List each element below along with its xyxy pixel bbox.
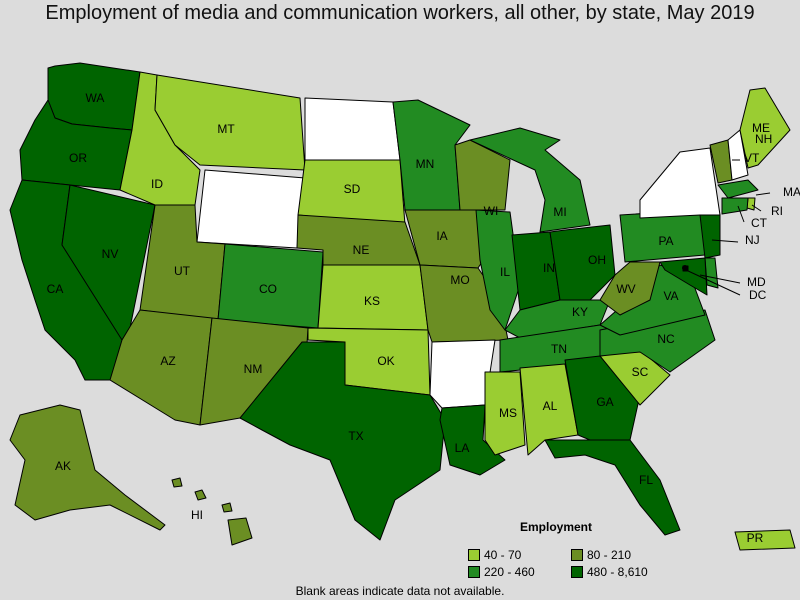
state-label-ma: MA: [783, 185, 800, 199]
state-label-al: AL: [543, 399, 558, 413]
state-ak: [9, 404, 166, 531]
state-nd: [304, 97, 401, 161]
state-label-mt: MT: [217, 122, 235, 136]
state-nh: [727, 129, 749, 181]
state-label-dc: DC: [749, 288, 767, 302]
state-label-sc: SC: [632, 365, 649, 379]
state-label-mn: MN: [416, 157, 435, 171]
state-ct: [721, 197, 749, 215]
legend-item: 480 - 8,610: [571, 565, 671, 579]
dc-marker: [682, 265, 688, 271]
state-label-fl: FL: [639, 473, 653, 487]
state-label-ne: NE: [353, 243, 370, 257]
label-leader-line: [751, 204, 762, 212]
state-label-nc: NC: [657, 332, 675, 346]
state-label-vt: VT: [744, 151, 760, 165]
state-label-ks: KS: [364, 294, 380, 308]
legend-swatch-1: [468, 549, 480, 561]
state-label-ut: UT: [174, 264, 191, 278]
state-label-pa: PA: [658, 234, 673, 248]
state-label-wi: WI: [484, 204, 499, 218]
state-al: [519, 363, 579, 456]
state-label-nh: NH: [755, 132, 772, 146]
state-label-co: CO: [259, 282, 277, 296]
state-wy: [196, 169, 306, 249]
legend-label: 40 - 70: [484, 548, 522, 562]
state-label-il: IL: [500, 265, 510, 279]
legend-swatch-2: [571, 549, 583, 561]
legend-label: 80 - 210: [587, 548, 632, 562]
state-hi: [171, 477, 253, 546]
state-label-mi: MI: [553, 205, 566, 219]
legend-label: 480 - 8,610: [587, 565, 648, 579]
state-label-ri: RI: [771, 204, 783, 218]
state-label-ia: IA: [436, 229, 447, 243]
state-nj: [699, 214, 721, 259]
label-leader-line: [699, 274, 741, 284]
state-label-ca: CA: [47, 282, 64, 296]
legend-swatch-3: [468, 566, 480, 578]
map-title: Employment of media and communication wo…: [45, 2, 755, 24]
state-label-ok: OK: [377, 354, 394, 368]
state-ma: [717, 179, 759, 199]
state-label-in: IN: [543, 261, 555, 275]
state-label-md: MD: [747, 275, 766, 289]
state-fl: [544, 439, 681, 536]
state-label-id: ID: [151, 177, 163, 191]
state-label-sd: SD: [344, 182, 361, 196]
state-label-me: ME: [752, 121, 770, 135]
state-ms: [484, 371, 526, 456]
legend-item: 220 - 460: [468, 565, 571, 579]
legend-swatch-4: [571, 566, 583, 578]
label-leader-line: [737, 205, 745, 223]
state-mt: [154, 74, 306, 171]
state-label-wa: WA: [86, 91, 105, 105]
state-label-az: AZ: [160, 354, 175, 368]
label-leader-line: [711, 239, 739, 243]
legend-item: 80 - 210: [571, 548, 671, 562]
state-label-tx: TX: [348, 429, 363, 443]
state-label-nv: NV: [102, 247, 119, 261]
legend-label: 220 - 460: [484, 565, 535, 579]
state-label-ak: AK: [55, 459, 71, 473]
state-label-ga: GA: [596, 395, 613, 409]
state-ny: [639, 147, 721, 219]
state-label-va: VA: [663, 289, 678, 303]
label-leader-line: [685, 269, 741, 296]
state-label-pr: PR: [747, 531, 764, 545]
state-label-oh: OH: [588, 253, 606, 267]
legend-item: 40 - 70: [468, 548, 571, 562]
state-me: [739, 87, 791, 169]
state-label-la: LA: [455, 441, 470, 455]
state-mi: [469, 127, 591, 233]
legend-title: Employment: [520, 520, 593, 534]
label-leader-line: [755, 192, 771, 196]
state-md: [659, 257, 708, 296]
state-label-wv: WV: [616, 282, 635, 296]
state-wi: [454, 139, 511, 211]
state-label-tn: TN: [551, 342, 567, 356]
state-label-hi: HI: [191, 508, 203, 522]
state-label-nm: NM: [244, 362, 263, 376]
state-tx: [239, 341, 446, 541]
state-label-ms: MS: [499, 406, 517, 420]
legend: Employment 40 - 70 80 - 210 220 - 460 48…: [468, 520, 668, 579]
state-label-ky: KY: [572, 305, 588, 319]
state-label-mo: MO: [450, 273, 469, 287]
state-pr: [734, 529, 796, 551]
state-label-or: OR: [69, 151, 87, 165]
state-label-ct: CT: [751, 216, 768, 230]
state-label-nj: NJ: [745, 233, 760, 247]
data-note: Blank areas indicate data not available.: [295, 584, 505, 598]
